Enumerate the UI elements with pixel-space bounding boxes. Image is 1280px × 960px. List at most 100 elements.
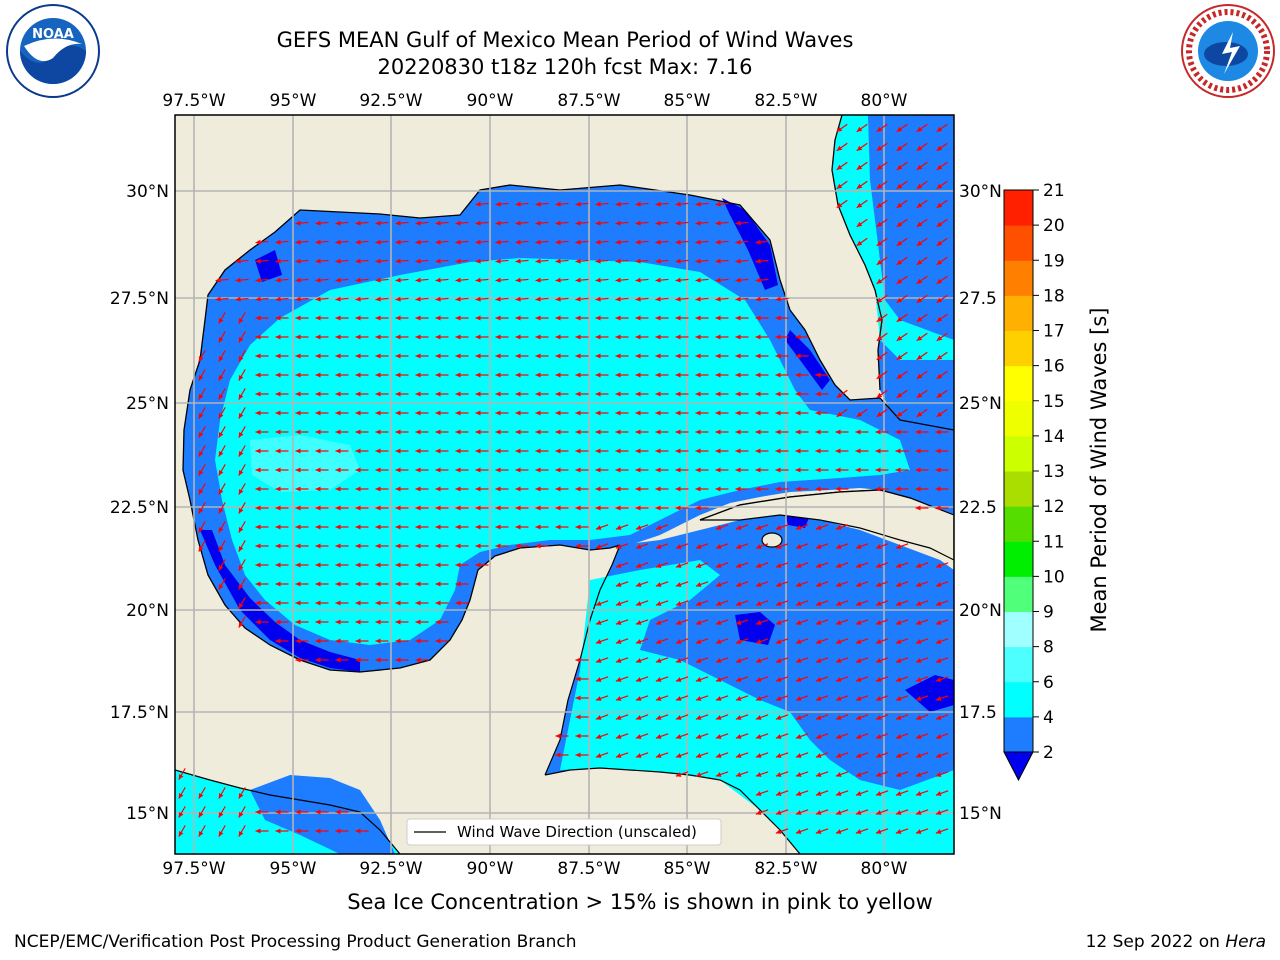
- wave-direction-arrowhead: [315, 277, 321, 283]
- wave-direction-arrowhead: [856, 126, 863, 132]
- wave-direction-arrowhead: [695, 544, 702, 549]
- wave-direction-arrowhead: [755, 715, 762, 720]
- colorbar-segment: [1004, 190, 1033, 226]
- wave-direction-arrowhead: [755, 315, 761, 321]
- wave-direction-arrowhead: [735, 658, 742, 663]
- wave-direction-arrowhead: [395, 239, 401, 245]
- wave-direction-arrowhead: [915, 658, 922, 663]
- wave-direction-arrowhead: [795, 829, 802, 834]
- wave-direction-arrowhead: [715, 201, 721, 207]
- wave-direction-arrowhead: [335, 638, 341, 644]
- wave-direction-arrowhead: [755, 620, 762, 625]
- lat-label: 25°N: [126, 394, 169, 414]
- wave-direction-arrowhead: [535, 220, 541, 226]
- wave-direction-arrowhead: [555, 277, 561, 283]
- colorbar-tick-label: 16: [1043, 357, 1065, 377]
- colorbar-tick-label: 10: [1043, 567, 1065, 587]
- colorbar-tick-label: 9: [1043, 603, 1054, 623]
- wave-direction-arrowhead: [735, 277, 741, 283]
- wave-direction-arrowhead: [315, 353, 321, 359]
- wave-direction-arrowhead: [235, 277, 241, 283]
- wave-direction-arrowhead: [455, 372, 461, 378]
- lon-label: 95°W: [270, 859, 317, 879]
- wave-direction-arrowhead: [595, 448, 601, 454]
- wave-direction-arrowhead: [355, 581, 361, 587]
- wave-direction-arrowhead: [935, 486, 941, 492]
- wave-direction-arrowhead: [876, 278, 883, 284]
- wave-direction-arrowhead: [635, 391, 641, 397]
- wave-direction-arrowhead: [315, 448, 321, 454]
- wave-direction-arrowhead: [775, 696, 782, 701]
- wave-direction-arrowhead: [936, 373, 943, 379]
- wave-direction-arrowhead: [875, 715, 882, 720]
- wave-direction-arrowhead: [535, 486, 541, 492]
- wave-direction-arrowhead: [775, 544, 782, 549]
- wave-direction-arrowhead: [415, 448, 421, 454]
- wave-direction-arrowhead: [735, 410, 741, 416]
- wave-direction-arrowhead: [635, 258, 641, 264]
- wave-direction-arrowhead: [295, 543, 301, 549]
- wave-direction-arrowhead: [315, 486, 321, 492]
- wave-direction-arrowhead: [295, 562, 301, 568]
- wave-direction-arrowhead: [916, 316, 923, 322]
- wave-direction-arrowhead: [475, 391, 481, 397]
- wave-direction-arrowhead: [415, 315, 421, 321]
- wave-direction-arrowhead: [795, 791, 802, 796]
- wave-direction-arrowhead: [675, 505, 681, 511]
- wave-direction-arrowhead: [655, 201, 661, 207]
- wave-direction-arrowhead: [675, 677, 682, 682]
- chart-subtitle: 20220830 t18z 120h fcst Max: 7.16: [377, 55, 753, 79]
- wave-direction-arrowhead: [515, 543, 521, 549]
- wave-direction-arrowhead: [435, 638, 441, 644]
- wave-direction-arrowhead: [935, 505, 941, 511]
- wave-direction-arrowhead: [475, 315, 481, 321]
- wave-direction-arrowhead: [275, 581, 281, 587]
- wave-direction-arrowhead: [795, 544, 802, 549]
- colorbar: 2 4 6 8 9 10 11 12 13 14 15 16 17 18 19 20 21: [1003, 181, 1065, 782]
- wave-direction-arrowhead: [635, 734, 642, 739]
- wave-direction-arrowhead: [435, 258, 441, 264]
- wave-direction-arrowhead: [695, 258, 701, 264]
- wave-direction-arrowhead: [275, 334, 281, 340]
- wave-direction-arrowhead: [575, 410, 581, 416]
- wave-direction-arrowhead: [875, 467, 881, 473]
- wave-direction-arrowhead: [255, 524, 261, 530]
- wave-direction-arrowhead: [615, 639, 622, 644]
- wave-direction-arrowhead: [675, 734, 682, 739]
- wave-direction-arrowhead: [198, 375, 204, 381]
- wave-direction-arrowhead: [595, 715, 602, 720]
- lat-label: 20°N: [959, 601, 1002, 621]
- wave-direction-arrowhead: [715, 315, 721, 321]
- wave-direction-arrowhead: [916, 221, 923, 227]
- wave-direction-arrowhead: [795, 734, 802, 739]
- wave-direction-arrowhead: [915, 829, 922, 834]
- wave-direction-arrowhead: [775, 334, 781, 340]
- graticule: [175, 115, 954, 854]
- wave-direction-arrowhead: [415, 562, 421, 568]
- wave-direction-arrowhead: [595, 429, 601, 435]
- wave-direction-arrowhead: [275, 372, 281, 378]
- wave-direction-arrowhead: [795, 810, 802, 815]
- wave-direction-arrowhead: [255, 809, 261, 815]
- wave-direction-arrowhead: [315, 467, 321, 473]
- wave-direction-arrowhead: [455, 296, 461, 302]
- wave-direction-arrowhead: [836, 411, 843, 417]
- wave-direction-arrowhead: [755, 353, 761, 359]
- wave-direction-arrowhead: [715, 239, 721, 245]
- colorbar-tick-label: 17: [1043, 322, 1065, 342]
- wave-direction-arrowhead: [555, 220, 561, 226]
- wave-direction-arrowhead: [295, 467, 301, 473]
- wave-direction-arrowhead: [795, 582, 802, 587]
- wave-direction-arrowhead: [575, 372, 581, 378]
- wave-direction-arrowhead: [795, 467, 801, 473]
- wave-direction-arrowhead: [936, 164, 943, 170]
- wave-direction-arrowhead: [275, 828, 281, 834]
- wave-direction-arrowhead: [935, 563, 942, 568]
- wave-direction-arrowhead: [198, 812, 204, 818]
- lat-labels-left: 30°N 27.5°N 25°N 22.5°N 20°N 17.5°N 15°N: [110, 182, 169, 824]
- wave-direction-arrowhead: [335, 220, 341, 226]
- wave-direction-arrowhead: [895, 544, 902, 549]
- legend-label: Wind Wave Direction (unscaled): [457, 823, 697, 841]
- wave-direction-arrowhead: [435, 334, 441, 340]
- wave-direction-arrowhead: [255, 581, 261, 587]
